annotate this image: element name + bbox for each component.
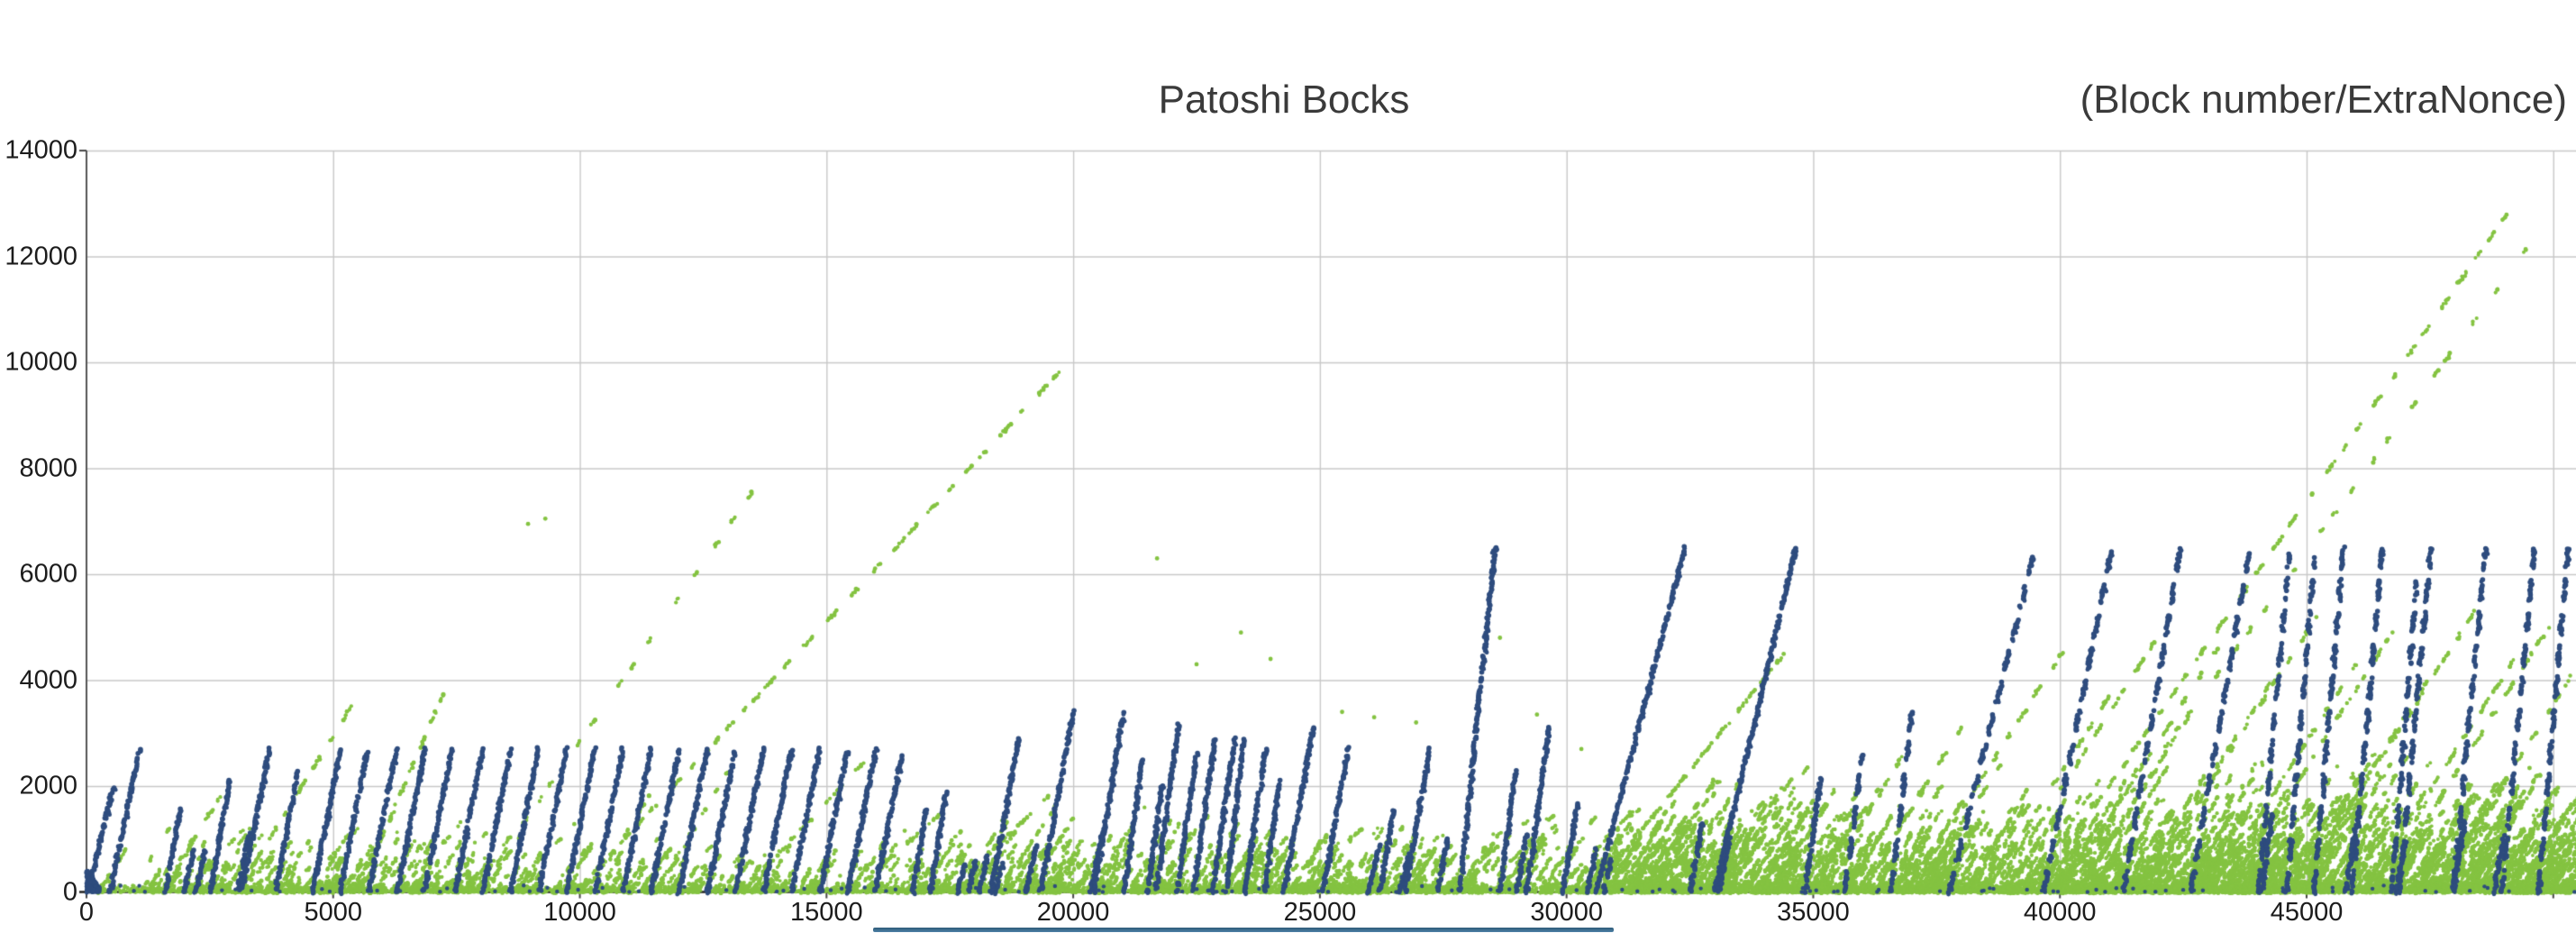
x-tick-label: 5000 [304,898,363,927]
y-tick-label: 4000 [19,665,77,695]
x-tick-label: 15000 [790,898,863,927]
y-tick-label: 0 [62,877,77,906]
x-tick-label: 40000 [2023,898,2097,927]
chart-title: Patoshi Bocks [1158,78,1410,122]
y-tick-label: 14000 [5,135,77,165]
x-tick-label: 30000 [1530,898,1603,927]
x-tick-label: 25000 [1283,898,1357,927]
x-tick-label: 0 [78,898,95,927]
y-tick-label: 2000 [19,771,77,800]
x-tick-label: 10000 [543,898,616,927]
y-tick-label: 6000 [19,559,77,589]
axis-legend-note: (Block number/ExtraNonce) [2080,78,2567,122]
y-tick-label: 12000 [5,242,77,271]
x-tick-label: 35000 [1777,898,1850,927]
x-tick-label: 20000 [1036,898,1110,927]
y-tick-label: 8000 [19,453,77,483]
x-tick-label: 45000 [2270,898,2344,927]
range-selector-bar[interactable] [873,928,1614,932]
y-tick-label: 10000 [5,347,77,377]
